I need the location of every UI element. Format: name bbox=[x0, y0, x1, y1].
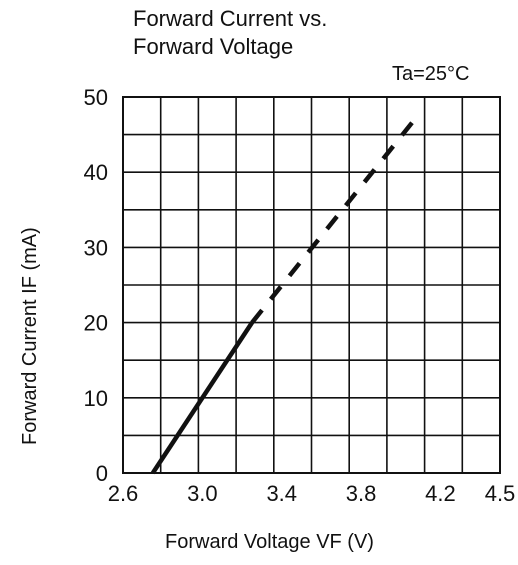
x-tick-label: 4.5 bbox=[485, 481, 516, 506]
grid bbox=[123, 97, 500, 473]
x-tick-label: 3.8 bbox=[346, 481, 377, 506]
series-layer bbox=[150, 110, 423, 475]
y-tick-label: 30 bbox=[84, 235, 108, 260]
y-tick-label: 40 bbox=[84, 160, 108, 185]
curve-dashed-segment bbox=[250, 110, 423, 325]
y-tick-label: 50 bbox=[84, 85, 108, 110]
y-tick-label: 10 bbox=[84, 386, 108, 411]
y-tick-label: 20 bbox=[84, 311, 108, 336]
y-axis-label: Forward Current IF (mA) bbox=[19, 227, 41, 445]
x-tick-label: 3.0 bbox=[187, 481, 218, 506]
x-tick-labels: 2.6 3.0 3.4 3.8 4.2 4.5 bbox=[108, 481, 516, 506]
y-tick-label: 0 bbox=[96, 461, 108, 486]
chart-title: Forward Current vs. Forward Voltage bbox=[133, 6, 327, 59]
y-tick-labels: 0 10 20 30 40 50 bbox=[84, 85, 108, 486]
chart-title-line-2: Forward Voltage bbox=[133, 34, 293, 59]
x-axis-label: Forward Voltage VF (V) bbox=[165, 531, 374, 553]
x-tick-label: 3.4 bbox=[266, 481, 297, 506]
x-tick-label: 4.2 bbox=[425, 481, 456, 506]
chart-title-line-1: Forward Current vs. bbox=[133, 6, 327, 31]
plot-frame bbox=[122, 96, 501, 474]
curve-solid-segment bbox=[150, 321, 254, 475]
temperature-annotation: Ta=25°C bbox=[392, 63, 470, 85]
x-tick-label: 2.6 bbox=[108, 481, 139, 506]
